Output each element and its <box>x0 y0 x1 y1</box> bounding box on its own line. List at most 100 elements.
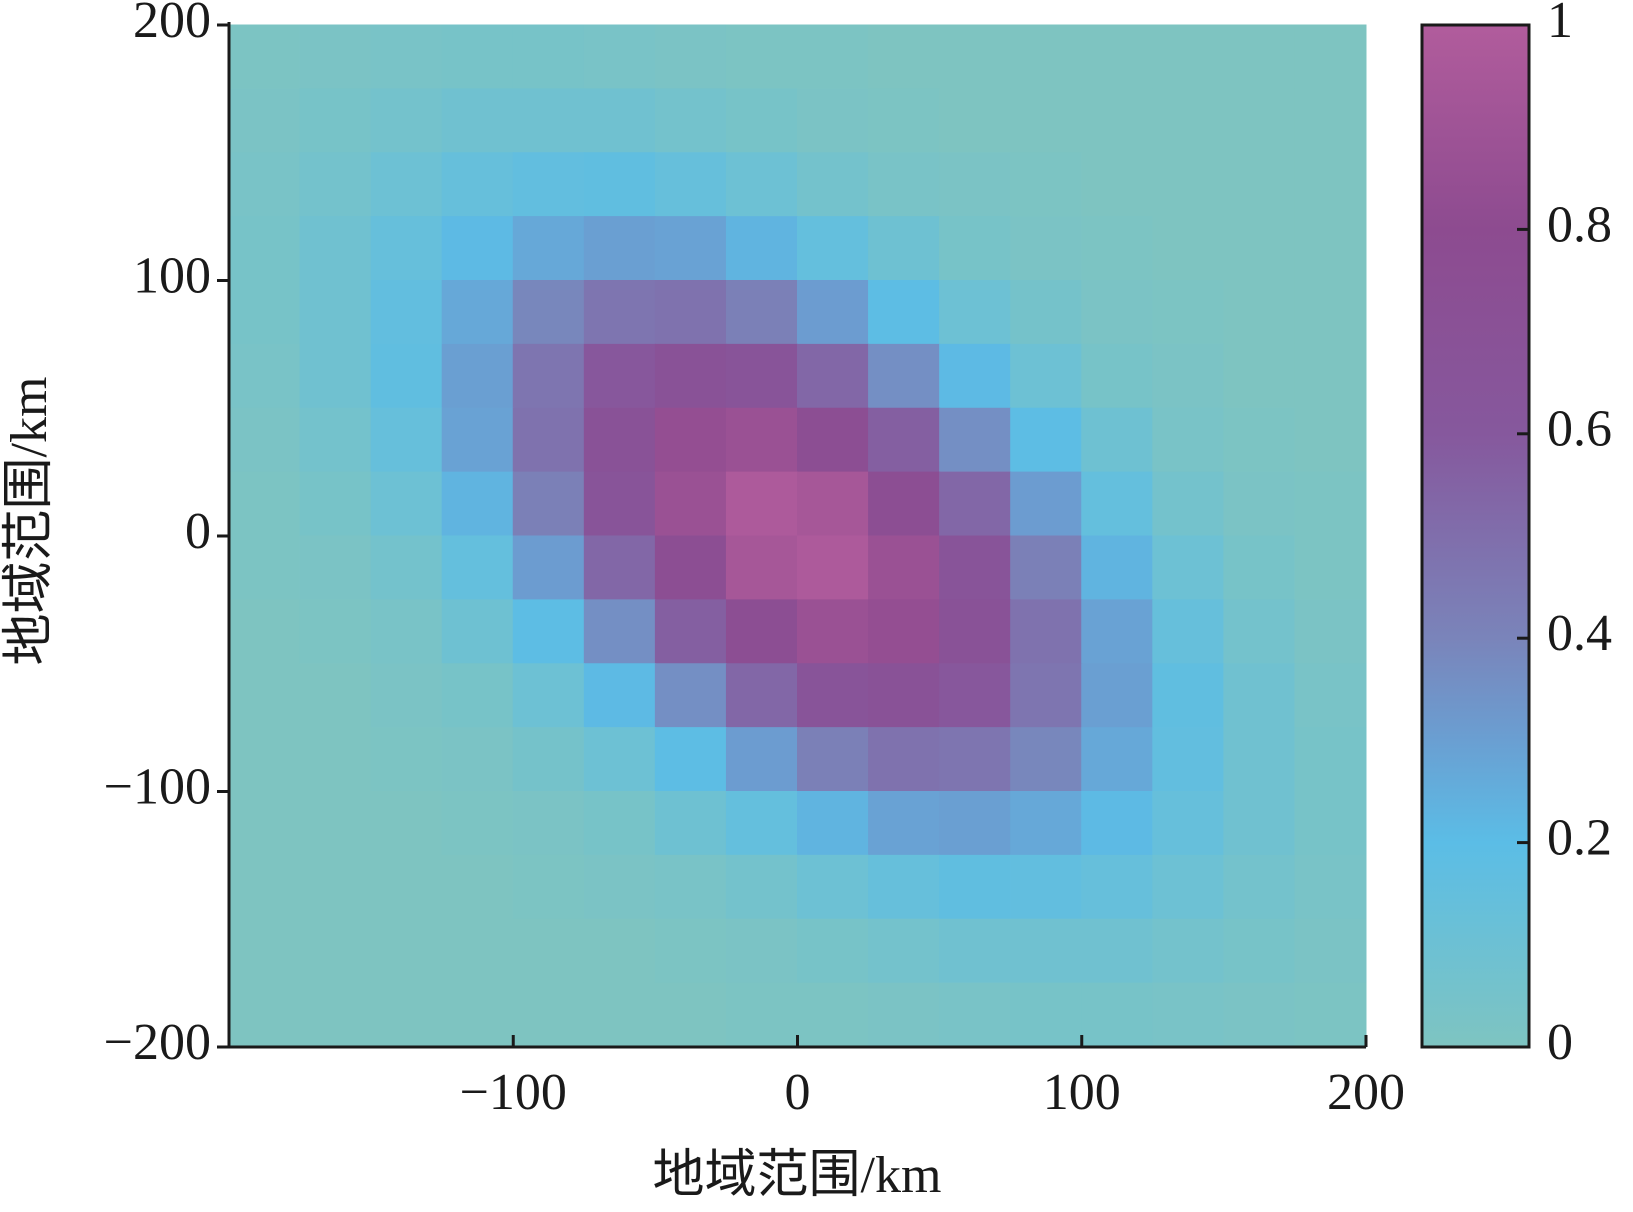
heatmap-cell <box>228 854 301 920</box>
heatmap-cell <box>1081 854 1154 920</box>
heatmap-cell <box>797 407 870 473</box>
y-axis-label: 地域范围/km <box>1 377 58 666</box>
heatmap-cell <box>1010 727 1083 792</box>
heatmap-cell <box>583 727 656 792</box>
heatmap-cell <box>299 280 372 345</box>
heatmap-cell <box>868 535 941 601</box>
x-axis-label: 地域范围/km <box>653 1147 942 1204</box>
heatmap-cell <box>1010 216 1083 281</box>
y-tick-label: −200 <box>104 1014 211 1071</box>
heatmap-cell <box>441 152 514 218</box>
heatmap-cell <box>512 535 585 601</box>
heatmap-cell <box>939 152 1012 218</box>
heatmap-cell <box>654 343 727 409</box>
heatmap-cell <box>654 280 727 345</box>
heatmap-cell <box>370 854 443 920</box>
heatmap-cell <box>1223 471 1296 537</box>
heatmap-cell <box>512 24 585 90</box>
heatmap-cell <box>512 343 585 409</box>
heatmap-cell <box>1152 727 1225 792</box>
heatmap-cell <box>583 280 656 345</box>
heatmap-cell <box>725 407 798 473</box>
heatmap-cell <box>939 727 1012 792</box>
heatmap-cell <box>1081 791 1154 856</box>
heatmap-cell <box>654 982 727 1048</box>
heatmap-cell <box>299 343 372 409</box>
heatmap-cell <box>299 791 372 856</box>
heatmap-cell <box>868 280 941 345</box>
heatmap-cell <box>939 407 1012 473</box>
heatmap-cell <box>725 663 798 729</box>
heatmap-cell <box>725 727 798 792</box>
heatmap-cell <box>1152 88 1225 154</box>
heatmap-cell <box>868 663 941 729</box>
heatmap-cell <box>654 535 727 601</box>
heatmap-cell <box>228 343 301 409</box>
heatmap-cell <box>299 727 372 792</box>
heatmap-cell <box>654 854 727 920</box>
heatmap-cell <box>299 982 372 1048</box>
heatmap-cell <box>512 280 585 345</box>
heatmap-cell <box>939 599 1012 665</box>
heatmap <box>228 24 1367 1048</box>
heatmap-cell <box>654 88 727 154</box>
heatmap-cell <box>228 280 301 345</box>
heatmap-cell <box>1294 727 1367 792</box>
heatmap-cell <box>441 599 514 665</box>
heatmap-cell <box>1152 535 1225 601</box>
heatmap-cell <box>441 216 514 281</box>
heatmap-cell <box>654 918 727 984</box>
heatmap-cell <box>228 407 301 473</box>
heatmap-cell <box>299 599 372 665</box>
heatmap-cell <box>228 663 301 729</box>
heatmap-cell <box>1081 982 1154 1048</box>
heatmap-cell <box>370 727 443 792</box>
heatmap-cell <box>1152 854 1225 920</box>
heatmap-cell <box>583 982 656 1048</box>
heatmap-cell <box>654 663 727 729</box>
heatmap-cell <box>441 24 514 90</box>
heatmap-cell <box>1152 982 1225 1048</box>
heatmap-cell <box>797 471 870 537</box>
heatmap-cell <box>1081 216 1154 281</box>
heatmap-cell <box>939 854 1012 920</box>
heatmap-cell <box>654 599 727 665</box>
heatmap-cell <box>441 471 514 537</box>
heatmap-cell <box>939 471 1012 537</box>
heatmap-cell <box>939 343 1012 409</box>
heatmap-cell <box>654 152 727 218</box>
heatmap-cell <box>441 727 514 792</box>
heatmap-cell <box>441 791 514 856</box>
heatmap-cell <box>1010 407 1083 473</box>
heatmap-cell <box>868 343 941 409</box>
heatmap-cell <box>1081 24 1154 90</box>
heatmap-cell <box>725 216 798 281</box>
heatmap-cell <box>370 599 443 665</box>
heatmap-cell <box>583 88 656 154</box>
heatmap-cell <box>1010 663 1083 729</box>
heatmap-cell <box>725 854 798 920</box>
heatmap-cell <box>299 88 372 154</box>
heatmap-cell <box>725 280 798 345</box>
heatmap-cell <box>370 982 443 1048</box>
heatmap-cell <box>1223 727 1296 792</box>
heatmap-cell <box>370 24 443 90</box>
heatmap-cell <box>1081 918 1154 984</box>
heatmap-cell <box>583 535 656 601</box>
heatmap-cell <box>939 982 1012 1048</box>
heatmap-cell <box>512 791 585 856</box>
heatmap-cell <box>441 854 514 920</box>
heatmap-cell <box>441 918 514 984</box>
heatmap-cell <box>1010 791 1083 856</box>
heatmap-cell <box>797 727 870 792</box>
heatmap-cell <box>583 152 656 218</box>
heatmap-cell <box>370 216 443 281</box>
heatmap-cell <box>797 791 870 856</box>
heatmap-cell <box>1152 918 1225 984</box>
heatmap-cell <box>939 88 1012 154</box>
heatmap-cell <box>1223 535 1296 601</box>
heatmap-cell <box>512 152 585 218</box>
heatmap-cell <box>1294 982 1367 1048</box>
heatmap-cell <box>1152 152 1225 218</box>
